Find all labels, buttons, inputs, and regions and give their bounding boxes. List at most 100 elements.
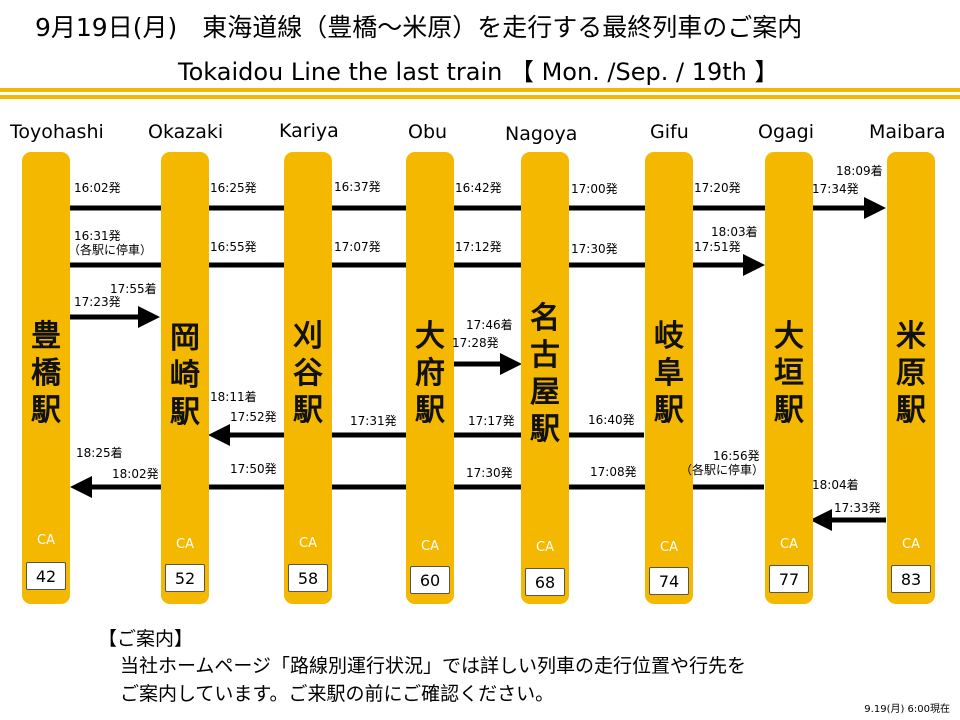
time-label: 17:07発 — [334, 240, 381, 254]
time-label: 16:56発 — [713, 449, 760, 463]
time-label: 17:50発 — [230, 462, 277, 476]
station-ja-char: 駅 — [896, 393, 926, 428]
station-ja-char: 屋 — [530, 375, 560, 410]
time-label: 17:30発 — [466, 466, 513, 480]
ca-label: CA — [902, 537, 920, 552]
time-note: （各駅に停車） — [68, 243, 153, 257]
station-ja-char: 大 — [774, 319, 804, 354]
time-label: 17:30発 — [571, 242, 618, 256]
ca-number-toyohashi: 42 — [26, 562, 66, 590]
time-label: 18:09着 — [836, 164, 883, 178]
station-pill-obu — [406, 152, 454, 604]
arrow-r3-head — [138, 306, 160, 328]
station-en-obu: Obu — [408, 121, 448, 143]
station-ja-char: 駅 — [415, 393, 445, 428]
divider-bottom — [0, 95, 960, 99]
station-ja-char: 駅 — [530, 412, 560, 447]
arrow-r1-head — [864, 197, 886, 219]
time-label: 18:02発 — [112, 467, 159, 481]
ca-label: CA — [299, 536, 317, 551]
time-label: 17:46着 — [466, 318, 513, 332]
arrow-r7-head — [810, 509, 832, 531]
ca-number-kariya: 58 — [288, 564, 328, 592]
arrow-r6-head — [70, 476, 92, 498]
station-pill-ogaki — [765, 152, 813, 604]
time-label: 17:55着 — [110, 282, 157, 296]
time-label: 16:25発 — [210, 181, 257, 195]
time-label: 17:08発 — [590, 465, 637, 479]
time-label: 16:02発 — [74, 181, 121, 195]
notice-body: 当社ホームページ「路線別運行状況」では詳しい列車の走行位置や行先を ご案内してい… — [120, 652, 746, 708]
time-label: 17:52発 — [230, 410, 277, 424]
ca-number-gifu: 74 — [649, 567, 689, 595]
station-en-okazaki: Okazaki — [148, 121, 224, 143]
station-en-kariya: Kariya — [279, 120, 339, 142]
time-label: 17:23発 — [74, 295, 121, 309]
time-label: 17:12発 — [455, 240, 502, 254]
time-label: 17:28発 — [452, 336, 499, 350]
time-label: 18:25着 — [76, 446, 123, 460]
station-ja-char: 古 — [530, 338, 560, 373]
station-ja-char: 谷 — [293, 356, 323, 391]
time-label: 17:20発 — [694, 181, 741, 195]
ca-label: CA — [421, 539, 439, 554]
station-pill-kariya — [284, 152, 332, 604]
station-pill-okazaki — [161, 152, 209, 604]
station-ja-char: 駅 — [774, 393, 804, 428]
ca-label: CA — [176, 537, 194, 552]
title-en: Tokaidou Line the last train 【 Mon. /Sep… — [178, 58, 779, 86]
time-label: 17:34発 — [812, 182, 859, 196]
time-label: 16:40発 — [588, 413, 635, 427]
time-label: 16:55発 — [210, 240, 257, 254]
notice-line-1: 当社ホームページ「路線別運行状況」では詳しい列車の走行位置や行先を — [120, 655, 747, 677]
ca-label: CA — [780, 537, 798, 552]
station-ja-char: 岐 — [654, 319, 684, 354]
station-ja-char: 駅 — [293, 393, 323, 428]
ca-number-nagoya: 68 — [525, 568, 565, 596]
time-label: 16:42発 — [455, 181, 502, 195]
ca-number-obu: 60 — [410, 566, 450, 594]
station-ja-char: 岡 — [170, 321, 200, 356]
station-ja-char: 名 — [530, 301, 560, 336]
ca-label: CA — [37, 533, 55, 548]
station-pill-gifu — [645, 152, 693, 604]
arrow-r4-head — [500, 353, 522, 375]
station-ja-char: 原 — [896, 356, 926, 391]
time-note: （各駅に停車） — [680, 463, 765, 477]
station-en-toyohashi: Toyohashi — [10, 121, 104, 143]
station-en-nagoya: Nagoya — [505, 123, 578, 145]
station-ja-char: 垣 — [774, 356, 804, 391]
station-pill-toyohashi — [22, 152, 70, 604]
ca-number-maibara: 83 — [891, 565, 931, 593]
station-pill-nagoya — [521, 152, 569, 604]
station-ja-nagoya: 名 古 屋 駅 — [521, 300, 569, 448]
station-ja-char: 駅 — [170, 395, 200, 430]
time-label: 17:17発 — [468, 414, 515, 428]
station-ja-char: 豊 — [31, 319, 61, 354]
arrow-r5-head — [208, 424, 230, 446]
time-label: 18:11着 — [210, 390, 257, 404]
time-label: 18:03着 — [711, 225, 758, 239]
time-label: 17:51発 — [694, 240, 741, 254]
station-ja-char: 米 — [896, 319, 926, 354]
station-ja-char: 阜 — [654, 356, 684, 391]
station-ja-char: 駅 — [654, 393, 684, 428]
title-ja: 9月19日(月) 東海道線（豊橋～米原）を走行する最終列車のご案内 — [35, 13, 803, 42]
notice-line-2: ご案内しています。ご来駅の前にご確認ください。 — [120, 683, 555, 705]
station-ja-char: 刈 — [293, 319, 323, 354]
time-label: 17:33発 — [834, 501, 881, 515]
ca-label: CA — [536, 540, 554, 555]
ca-label: CA — [660, 540, 678, 555]
station-ja-char: 橋 — [31, 356, 61, 391]
ca-number-ogaki: 77 — [769, 565, 809, 593]
time-label: 17:00発 — [571, 182, 618, 196]
station-ja-gifu: 岐 阜 駅 — [645, 318, 693, 429]
station-ja-okazaki: 岡 崎 駅 — [161, 320, 209, 431]
station-en-ogaki: Ogagi — [758, 121, 814, 143]
time-label: 17:31発 — [350, 414, 397, 428]
arrow-r2-head — [743, 254, 765, 276]
station-ja-toyohashi: 豊 橋 駅 — [22, 318, 70, 429]
divider-top — [0, 88, 960, 92]
station-ja-char: 崎 — [170, 358, 200, 393]
